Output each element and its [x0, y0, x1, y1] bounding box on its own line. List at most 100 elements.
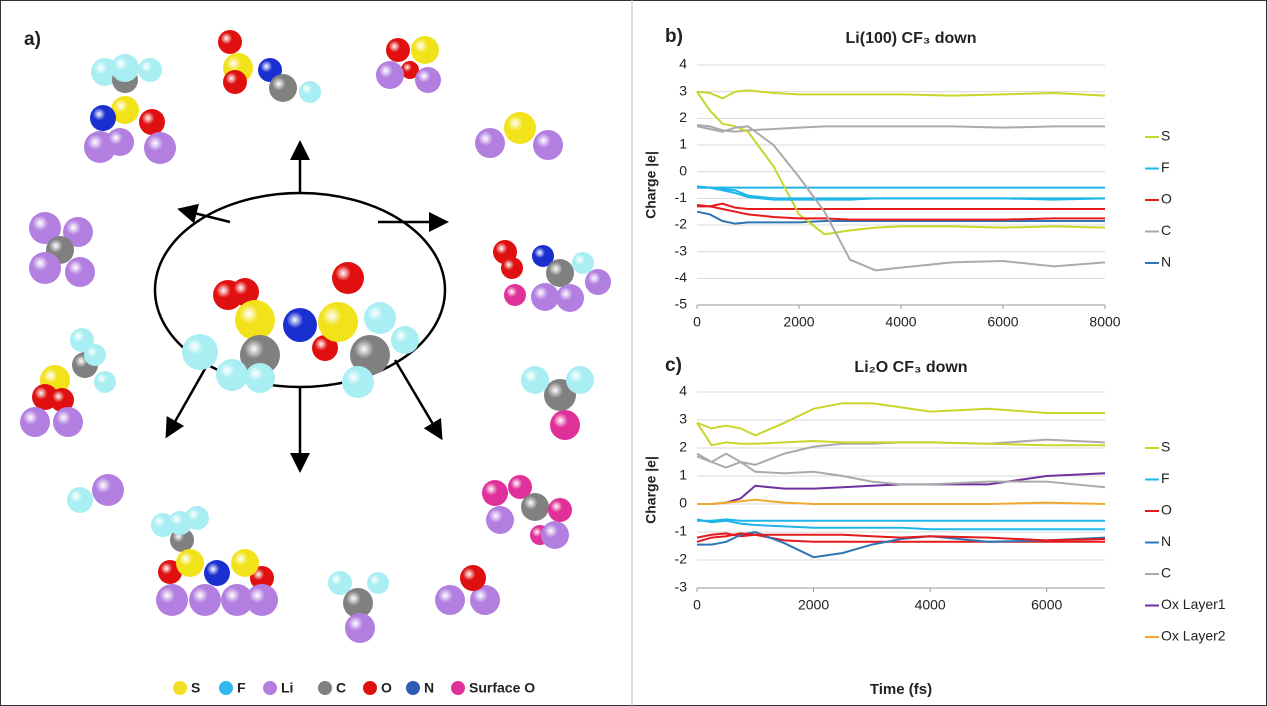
y-tick-label: -5: [675, 296, 688, 312]
legend-label: N: [424, 680, 434, 696]
y-tick-label: 3: [679, 411, 687, 427]
atom: [475, 128, 505, 158]
legend-label: Li: [281, 680, 293, 696]
atom: [328, 571, 352, 595]
legend-swatch: [318, 681, 332, 695]
y-tick-label: 1: [679, 467, 687, 483]
atom: [269, 74, 297, 102]
y-tick-label: 2: [679, 109, 687, 125]
atom: [546, 259, 574, 287]
atom: [246, 584, 278, 616]
atom: [29, 252, 61, 284]
atom: [204, 560, 230, 586]
atom: [185, 506, 209, 530]
atom: [435, 585, 465, 615]
atom: [65, 257, 95, 287]
atom: [156, 584, 188, 616]
legend-label: S: [1161, 439, 1170, 455]
legend-label: S: [191, 680, 200, 696]
legend-label: F: [237, 680, 246, 696]
atom: [53, 407, 83, 437]
legend-label: C: [1161, 222, 1171, 238]
atom: [531, 283, 559, 311]
legend-swatch: [263, 681, 277, 695]
atom: [218, 30, 242, 54]
atom: [548, 498, 572, 522]
legend-label: F: [1161, 470, 1170, 486]
y-tick-label: 4: [679, 383, 687, 399]
atom: [144, 132, 176, 164]
atom: [556, 284, 584, 312]
atom: [572, 252, 594, 274]
atom: [504, 284, 526, 306]
y-tick-label: -1: [675, 189, 688, 205]
atom: [521, 366, 549, 394]
atom: [386, 38, 410, 62]
atom: [482, 480, 508, 506]
chart-title: Li(100) CF₃ down: [846, 30, 977, 47]
atom: [486, 506, 514, 534]
atom: [501, 257, 523, 279]
y-tick-label: 2: [679, 439, 687, 455]
x-tick-label: 4000: [885, 314, 916, 330]
atom: [283, 308, 317, 342]
y-tick-label: 0: [679, 162, 687, 178]
atom: [139, 109, 165, 135]
y-tick-label: -3: [675, 579, 688, 595]
atom: [90, 105, 116, 131]
legend-swatch: [406, 681, 420, 695]
atom: [299, 81, 321, 103]
chart-title: Li₂O CF₃ down: [854, 359, 967, 376]
atom: [391, 326, 419, 354]
atom: [411, 36, 439, 64]
legend-label: N: [1161, 254, 1171, 270]
atom: [550, 410, 580, 440]
legend-swatch: [363, 681, 377, 695]
y-tick-label: -4: [675, 269, 688, 285]
atom: [106, 128, 134, 156]
atom: [245, 363, 275, 393]
panel-label: b): [665, 26, 683, 47]
atom: [376, 61, 404, 89]
atom: [460, 565, 486, 591]
atom: [182, 334, 218, 370]
legend-label: O: [1161, 502, 1172, 518]
legend-label: O: [1161, 191, 1172, 207]
legend-label: C: [1161, 565, 1171, 581]
x-axis-label: Time (fs): [870, 681, 932, 698]
y-tick-label: -2: [675, 216, 688, 232]
x-tick-label: 0: [693, 314, 701, 330]
atom: [231, 549, 259, 577]
x-tick-label: 2000: [798, 597, 829, 613]
x-tick-label: 6000: [987, 314, 1018, 330]
atom: [521, 493, 549, 521]
atom: [318, 302, 358, 342]
legend-label: Ox Layer1: [1161, 596, 1226, 612]
atom: [67, 487, 93, 513]
y-tick-label: -1: [675, 523, 688, 539]
atom: [367, 572, 389, 594]
atom: [332, 262, 364, 294]
atom: [20, 407, 50, 437]
atom: [111, 54, 139, 82]
x-tick-label: 6000: [1031, 597, 1062, 613]
atom: [176, 549, 204, 577]
atom: [415, 67, 441, 93]
panel-label: c): [665, 355, 682, 376]
panel-label: a): [24, 29, 41, 50]
y-tick-label: 4: [679, 56, 687, 72]
atom: [235, 300, 275, 340]
atom: [585, 269, 611, 295]
atom: [189, 584, 221, 616]
legend-label: O: [381, 680, 392, 696]
atom: [504, 112, 536, 144]
atom: [84, 344, 106, 366]
legend-label: F: [1161, 159, 1170, 175]
atom: [92, 474, 124, 506]
figure: a) SFLiCONSurface Ob)Li(100) CF₃ down-5-…: [0, 0, 1267, 706]
legend-label: Surface O: [469, 680, 535, 696]
y-tick-label: -3: [675, 242, 688, 258]
x-tick-label: 8000: [1089, 314, 1120, 330]
legend-swatch: [451, 681, 465, 695]
atom: [138, 58, 162, 82]
